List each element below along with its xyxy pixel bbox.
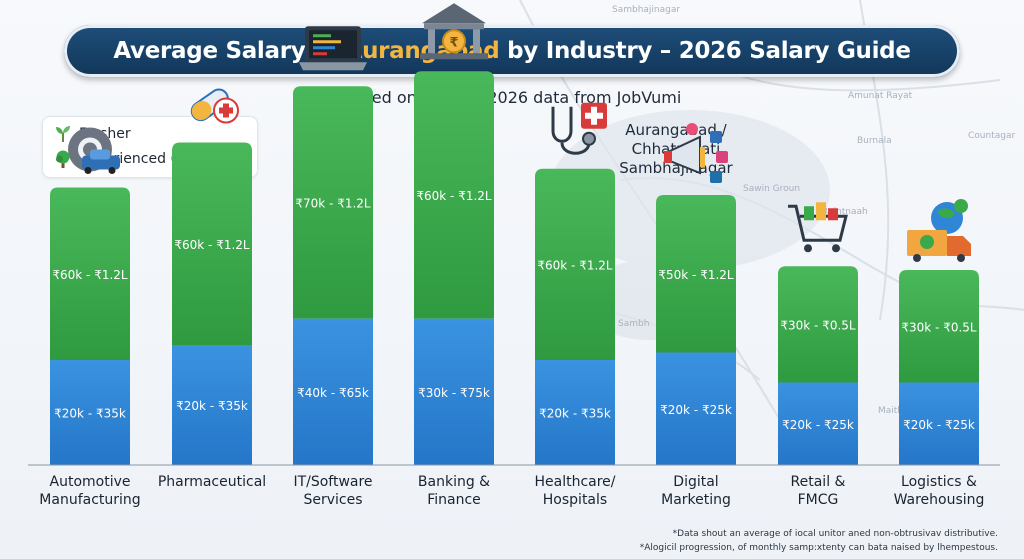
data-label-fresher: ₹20k - ₹25k [782, 418, 854, 432]
category-label: Healthcare/Hospitals [510, 473, 640, 509]
data-label-fresher: ₹20k - ₹35k [539, 407, 611, 421]
chart-title: Average Salary in Aurangabad by Industry… [113, 38, 911, 64]
title-text-before: Average Salary in [113, 38, 345, 64]
category-label: Retail & FMCG [753, 473, 883, 509]
data-label-fresher: ₹20k - ₹25k [903, 418, 975, 432]
map-place-label: Amunat Rayat [848, 91, 913, 101]
category-label-line1: Pharmaceutical [157, 474, 267, 490]
bar-experienced [172, 142, 252, 345]
bar-fresher [293, 318, 373, 465]
category-label: Logistics & Warehousing [874, 473, 1004, 509]
data-label-experienced: ₹30k - ₹0.5L [901, 320, 977, 334]
data-label-experienced: ₹70k - ₹1.2L [295, 197, 371, 211]
data-label-experienced: ₹50k - ₹1.2L [658, 268, 734, 282]
data-label-experienced: ₹60k - ₹1.2L [537, 258, 613, 272]
footnote-line2: *Alogicil progression, of monthly samp:x… [639, 543, 998, 553]
laptop-code-icon [299, 26, 367, 71]
title-text-after: by Industry – 2026 Salary Guide [499, 38, 911, 64]
bar-experienced [656, 195, 736, 353]
stethoscope-icon [551, 102, 607, 155]
megaphone-icon [664, 123, 728, 183]
title-banner: Average Salary in Aurangabad by Industry… [64, 25, 960, 77]
data-label-fresher: ₹30k - ₹75k [418, 386, 490, 400]
gear-car-icon [68, 127, 120, 174]
category-label-line1: Logistics & [901, 474, 977, 490]
category-label-line1: IT/Software [293, 474, 373, 490]
bar-fresher [899, 382, 979, 465]
shopping-cart-icon [788, 202, 848, 253]
city-label-line1: Aurangabad / [625, 121, 727, 139]
bar-experienced [414, 71, 494, 319]
bank-rupee-icon: ₹ [420, 3, 488, 60]
svg-text:₹: ₹ [449, 35, 458, 50]
category-label-line2: Warehousing [893, 492, 985, 508]
bar-fresher [778, 382, 858, 465]
map-place-label: Maithtes [878, 406, 917, 416]
category-label: Pharmaceutical [147, 473, 277, 491]
bar-experienced [778, 266, 858, 383]
map-place-label: Countagar [968, 131, 1015, 141]
pill-capsule-icon [190, 88, 239, 124]
category-label: Banking & Finance [389, 473, 519, 509]
data-label-fresher: ₹20k - ₹35k [176, 399, 248, 413]
data-label-experienced: ₹60k - ₹1.2L [416, 189, 492, 203]
map-place-label: Sawin Groun [743, 184, 800, 194]
bar-fresher [414, 318, 494, 465]
tree-icon [56, 150, 70, 168]
bar-experienced [899, 270, 979, 383]
bar-experienced [293, 86, 373, 319]
category-label-line2: Services [303, 492, 363, 508]
bar-fresher [172, 345, 252, 465]
category-label-line1: Banking & [417, 474, 491, 490]
data-label-fresher: ₹20k - ₹35k [54, 407, 126, 421]
category-label-line1: Digital [673, 474, 719, 490]
category-label-line1: Healthcare/ [534, 474, 616, 490]
bar-fresher [535, 360, 615, 465]
bar-fresher [50, 360, 130, 465]
map-place-label: Sambh [618, 319, 649, 329]
map-place-label: Raintnaah [822, 207, 868, 217]
bar-experienced [50, 187, 130, 360]
data-label-experienced: ₹60k - ₹1.2L [174, 238, 250, 252]
bar-experienced [535, 168, 615, 360]
sprout-icon [56, 126, 70, 142]
category-label-line1: Retail & [790, 474, 846, 490]
category-label-line2: Manufacturing [39, 492, 141, 508]
category-label-line2: Finance [427, 492, 481, 508]
data-label-fresher: ₹20k - ₹25k [660, 403, 732, 417]
category-label-line2: Hospitals [542, 492, 608, 508]
map-place-label: Burnala [857, 136, 892, 146]
category-label: IT/Software Services [268, 473, 398, 509]
data-label-fresher: ₹40k - ₹65k [297, 386, 369, 400]
category-label: Digital Marketing [631, 473, 761, 509]
data-label-experienced: ₹60k - ₹1.2L [52, 268, 128, 282]
footnote-line1: *Data shout an average of iocal unitor a… [672, 529, 998, 539]
category-label-line2: FMCG [797, 492, 839, 508]
data-label-experienced: ₹30k - ₹0.5L [780, 318, 856, 332]
category-label-line1: Automotive [49, 474, 131, 490]
delivery-truck-icon [907, 199, 971, 262]
category-label: Automotive Manufacturing [25, 473, 155, 509]
map-place-label: Sambhajinagar [612, 5, 680, 15]
category-label-line2: Marketing [661, 492, 731, 508]
bar-fresher [656, 352, 736, 465]
